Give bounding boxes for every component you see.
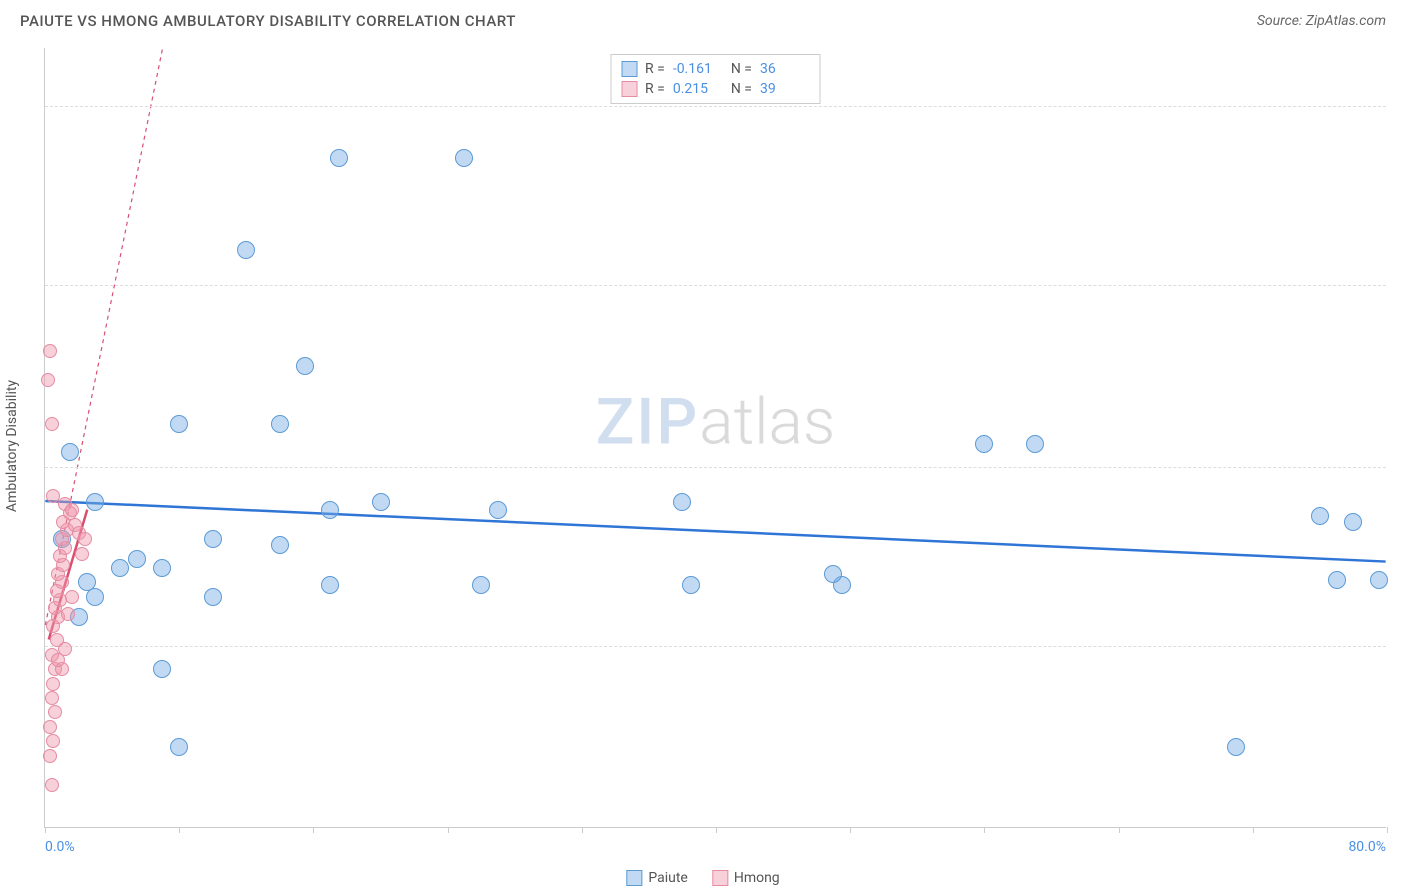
chart-plot-area: ZIPatlas R = -0.161 N = 36 R = 0.215 N =… xyxy=(44,48,1386,828)
r-label: R = xyxy=(645,61,665,77)
gridline xyxy=(45,467,1386,468)
x-tick xyxy=(179,827,180,833)
gridline xyxy=(45,285,1386,286)
gridline xyxy=(45,646,1386,647)
y-axis-label: Ambulatory Disability xyxy=(4,380,20,512)
n-value-hmong: 39 xyxy=(760,81,810,97)
data-point xyxy=(75,547,89,561)
x-tick xyxy=(984,827,985,833)
n-label: N = xyxy=(731,81,752,97)
data-point xyxy=(321,576,339,594)
legend-item-hmong: Hmong xyxy=(712,870,780,886)
swatch-paiute-bottom xyxy=(626,870,642,886)
data-point xyxy=(46,489,60,503)
data-point xyxy=(1311,507,1329,525)
data-point xyxy=(43,749,57,763)
watermark-atlas: atlas xyxy=(699,384,835,459)
y-tick-label: 25.0% xyxy=(1394,98,1406,114)
swatch-hmong xyxy=(621,81,637,97)
data-point xyxy=(51,653,65,667)
data-point xyxy=(61,443,79,461)
chart-svg-overlay xyxy=(45,48,1386,827)
legend-label-hmong: Hmong xyxy=(734,870,780,886)
data-point xyxy=(45,691,59,705)
data-point xyxy=(1227,738,1245,756)
watermark-zip: ZIP xyxy=(596,384,700,459)
x-tick xyxy=(582,827,583,833)
data-point xyxy=(61,607,75,621)
data-point xyxy=(170,738,188,756)
x-tick xyxy=(716,827,717,833)
data-point xyxy=(271,536,289,554)
legend-item-paiute: Paiute xyxy=(626,870,688,886)
data-point xyxy=(153,660,171,678)
n-value-paiute: 36 xyxy=(760,61,810,77)
watermark: ZIPatlas xyxy=(596,384,836,459)
data-point xyxy=(46,734,60,748)
data-point xyxy=(65,590,79,604)
r-value-hmong: 0.215 xyxy=(673,81,723,97)
chart-header: PAIUTE VS HMONG AMBULATORY DISABILITY CO… xyxy=(0,0,1406,38)
data-point xyxy=(41,373,55,387)
x-tick xyxy=(1387,827,1388,833)
r-label: R = xyxy=(645,81,665,97)
data-point xyxy=(472,576,490,594)
data-point xyxy=(372,493,390,511)
data-point xyxy=(682,576,700,594)
data-point xyxy=(321,501,339,519)
y-tick-label: 6.3% xyxy=(1394,638,1406,654)
data-point xyxy=(86,493,104,511)
y-tick-label: 18.8% xyxy=(1394,277,1406,293)
data-point xyxy=(204,588,222,606)
x-tick xyxy=(313,827,314,833)
x-tick xyxy=(850,827,851,833)
x-tick xyxy=(1119,827,1120,833)
r-value-paiute: -0.161 xyxy=(673,61,723,77)
data-point xyxy=(78,532,92,546)
data-point xyxy=(1370,571,1388,589)
x-tick xyxy=(45,827,46,833)
x-tick xyxy=(1253,827,1254,833)
x-axis-min-label: 0.0% xyxy=(45,839,75,855)
data-point xyxy=(153,559,171,577)
legend-label-paiute: Paiute xyxy=(648,870,688,886)
data-point xyxy=(1328,571,1346,589)
x-axis-max-label: 80.0% xyxy=(1348,839,1386,855)
data-point xyxy=(43,344,57,358)
data-point xyxy=(111,559,129,577)
data-point xyxy=(128,550,146,568)
data-point xyxy=(237,241,255,259)
data-point xyxy=(975,435,993,453)
data-point xyxy=(673,493,691,511)
data-point xyxy=(824,565,842,583)
data-point xyxy=(1026,435,1044,453)
x-tick xyxy=(448,827,449,833)
data-point xyxy=(45,417,59,431)
n-label: N = xyxy=(731,61,752,77)
legend-row-hmong: R = 0.215 N = 39 xyxy=(621,79,810,99)
data-point xyxy=(455,149,473,167)
swatch-hmong-bottom xyxy=(712,870,728,886)
legend-row-paiute: R = -0.161 N = 36 xyxy=(621,59,810,79)
series-legend: Paiute Hmong xyxy=(626,870,779,886)
data-point xyxy=(489,501,507,519)
data-point xyxy=(1344,513,1362,531)
chart-title: PAIUTE VS HMONG AMBULATORY DISABILITY CO… xyxy=(20,12,516,30)
data-point xyxy=(45,778,59,792)
data-point xyxy=(46,677,60,691)
data-point xyxy=(204,530,222,548)
data-point xyxy=(43,720,57,734)
data-point xyxy=(330,149,348,167)
data-point xyxy=(65,503,79,517)
gridline xyxy=(45,106,1386,107)
data-point xyxy=(271,415,289,433)
correlation-legend: R = -0.161 N = 36 R = 0.215 N = 39 xyxy=(610,54,821,104)
swatch-paiute xyxy=(621,61,637,77)
data-point xyxy=(296,357,314,375)
data-point xyxy=(48,705,62,719)
y-tick-label: 12.5% xyxy=(1394,459,1406,475)
data-point xyxy=(170,415,188,433)
data-point xyxy=(78,573,96,591)
source-attribution: Source: ZipAtlas.com xyxy=(1257,13,1386,29)
